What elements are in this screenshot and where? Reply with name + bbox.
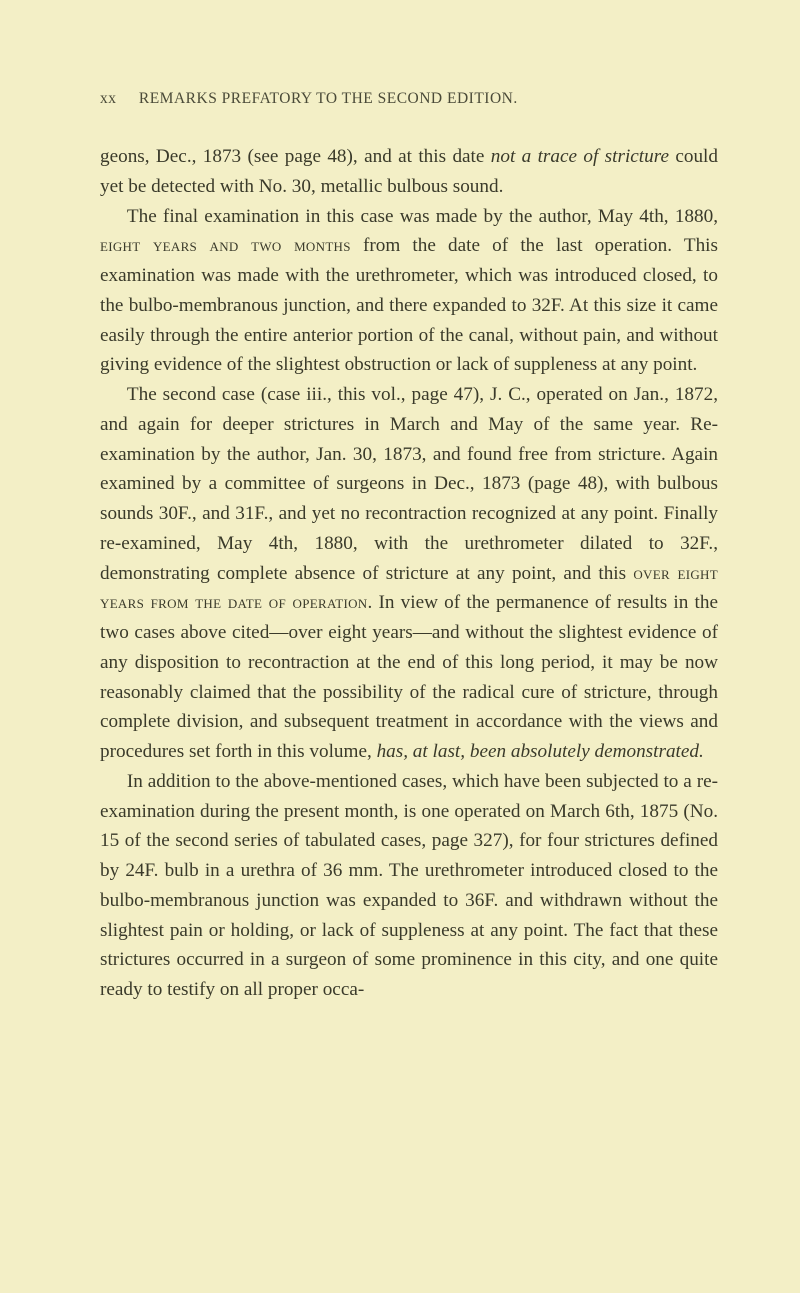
paragraph-2: The final examination in this case was m… [100, 202, 718, 381]
body-text: geons, Dec., 1873 (see page 48), and at … [100, 142, 718, 1005]
paragraph-4: In addition to the above-mentioned cases… [100, 767, 718, 1005]
page-number: xx [100, 90, 117, 108]
text-run: The second case (case iii., this vol., p… [100, 384, 718, 584]
running-title: REMARKS PREFATORY TO THE SECOND EDITION. [139, 90, 518, 107]
text-run: . In view of the permanence of results i… [100, 592, 718, 762]
running-head: xx REMARKS PREFATORY TO THE SECOND EDITI… [100, 90, 718, 108]
smallcaps-run: eight years and two months [100, 235, 351, 256]
paragraph-1: geons, Dec., 1873 (see page 48), and at … [100, 142, 718, 202]
text-run: geons, Dec., 1873 (see page 48), and at … [100, 146, 491, 167]
paragraph-3: The second case (case iii., this vol., p… [100, 380, 718, 767]
text-run: In addition to the above-mentioned cases… [100, 771, 718, 1000]
italic-run: has, at last, been absolutely demonstrat… [377, 741, 704, 762]
page-container: xx REMARKS PREFATORY TO THE SECOND EDITI… [0, 0, 800, 1065]
italic-run: not a trace of stricture [491, 146, 669, 167]
text-run: The final examination in this case was m… [127, 206, 718, 227]
text-run: from the date of the last operation. Thi… [100, 235, 718, 375]
